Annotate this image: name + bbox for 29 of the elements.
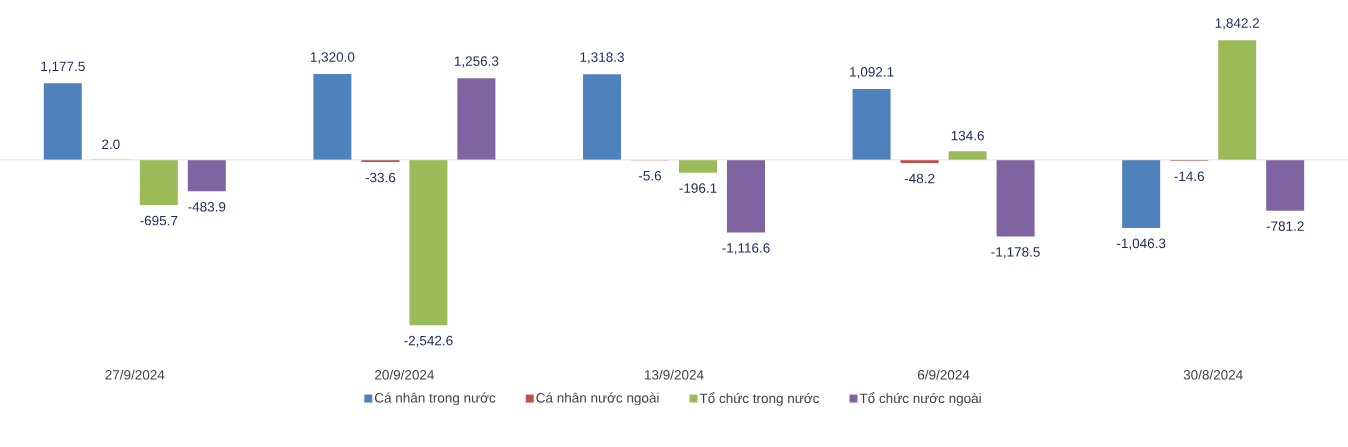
data-label: -695.7 — [140, 215, 178, 226]
data-label: -48.2 — [904, 173, 935, 184]
data-label: 1,092.1 — [850, 67, 894, 79]
data-label: -2,542.6 — [404, 335, 453, 348]
x-tick-label: 20/9/2024 — [375, 369, 435, 380]
legend-label: Tổ chức trong nước — [699, 392, 820, 406]
x-tick-label: 13/9/2024 — [645, 369, 704, 380]
x-tick-label: 6/9/2024 — [918, 369, 970, 380]
data-label: -1,116.6 — [722, 243, 770, 255]
legend-label: Cá nhân trong nước — [374, 392, 496, 406]
data-label: 134.6 — [951, 130, 984, 141]
data-label: 1,320.0 — [310, 52, 355, 64]
data-label: -33.6 — [365, 172, 396, 183]
data-label: -1,178.5 — [991, 247, 1040, 259]
data-label: -14.6 — [1174, 171, 1204, 182]
data-label: -196.1 — [679, 183, 717, 193]
data-label: 1,842.2 — [1215, 18, 1260, 30]
legend-label: Cá nhân nước ngoài — [536, 392, 659, 406]
x-tick-label: 27/9/2024 — [105, 369, 165, 380]
data-label: -483.9 — [188, 202, 226, 212]
data-label: 1,177.5 — [41, 61, 85, 73]
data-label: 1,318.3 — [580, 52, 624, 64]
data-label: 2.0 — [102, 139, 120, 150]
data-label: 1,256.3 — [454, 56, 499, 68]
data-label: -5.6 — [638, 170, 662, 181]
data-label: -1,046.3 — [1117, 238, 1166, 250]
x-tick-label: 30/8/2024 — [1183, 369, 1243, 380]
data-label: -781.2 — [1266, 221, 1304, 231]
legend-label: Tổ chức nước ngoài — [859, 392, 981, 406]
